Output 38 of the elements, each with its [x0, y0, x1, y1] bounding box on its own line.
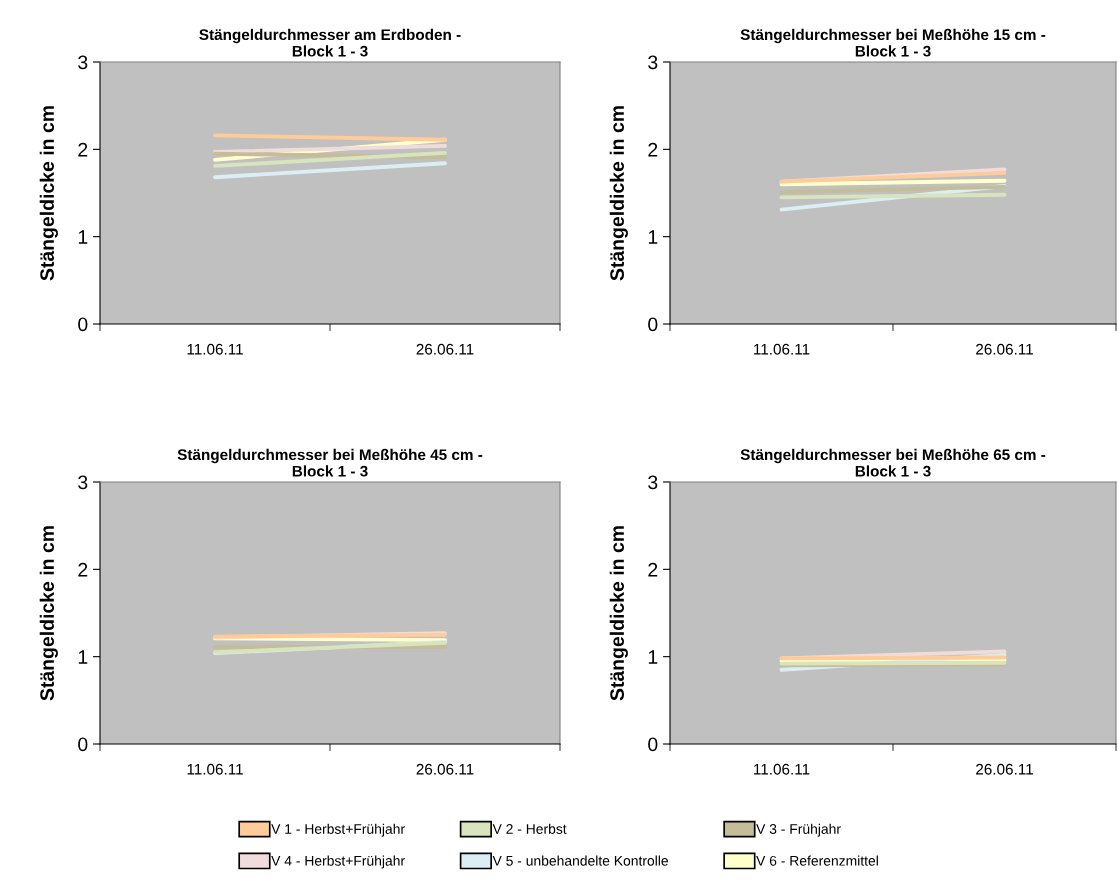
y-tick-label: 0 — [648, 317, 658, 332]
y-tick-label: 3 — [648, 475, 658, 490]
legend-label: V 5 - unbehandelte Kontrolle — [492, 855, 668, 866]
x-tick-label: 11.06.11 — [187, 763, 243, 775]
y-tick-label: 0 — [78, 737, 88, 752]
x-tick-label: 11.06.11 — [187, 343, 243, 355]
x-tick-label: 26.06.11 — [416, 343, 474, 355]
legend-label: V 4 - Herbst+Frühjahr — [271, 855, 405, 869]
x-tick-label: 26.06.11 — [976, 763, 1033, 775]
chart-title: Stängeldurchmesser bei Meßhöhe 65 cm - Block 1 - 3 — [740, 448, 1046, 477]
y-tick-label: 3 — [648, 55, 658, 70]
y-tick-label: 2 — [78, 142, 88, 157]
chart-title: Stängeldurchmesser am Erdboden - Block 1 - 3 — [199, 28, 461, 57]
y-axis-title: Stängeldicke in cm — [39, 106, 58, 281]
y-tick-label: 1 — [648, 650, 658, 664]
y-tick-label: 1 — [78, 230, 88, 244]
y-tick-label: 0 — [78, 317, 88, 332]
y-tick-label: 3 — [78, 55, 88, 70]
y-axis-title: Stängeldicke in cm — [609, 106, 628, 281]
y-tick-label: 1 — [648, 230, 658, 244]
y-tick-label: 2 — [648, 142, 658, 157]
y-tick-label: 0 — [648, 737, 658, 752]
legend-label: V 3 - Frühjahr — [756, 823, 841, 837]
y-tick-label: 2 — [648, 562, 658, 577]
legend-label: V 2 - Herbst — [492, 823, 567, 834]
y-axis-title: Stängeldicke in cm — [609, 526, 628, 701]
y-tick-label: 2 — [78, 562, 88, 577]
legend-label: V 1 - Herbst+Frühjahr — [271, 823, 405, 837]
y-tick-label: 3 — [78, 475, 88, 490]
x-tick-label: 26.06.11 — [976, 343, 1033, 355]
x-tick-label: 11.06.11 — [754, 343, 810, 355]
y-axis-title: Stängeldicke in cm — [39, 526, 58, 701]
y-tick-label: 1 — [78, 650, 88, 664]
chart-title: Stängeldurchmesser bei Meßhöhe 15 cm - Block 1 - 3 — [740, 28, 1046, 57]
x-tick-label: 11.06.11 — [754, 763, 810, 775]
legend-label: V 6 - Referenzmittel — [756, 855, 878, 866]
chart-title: Stängeldurchmesser bei Meßhöhe 45 cm - Block 1 - 3 — [177, 448, 483, 477]
x-tick-label: 26.06.11 — [416, 763, 474, 775]
